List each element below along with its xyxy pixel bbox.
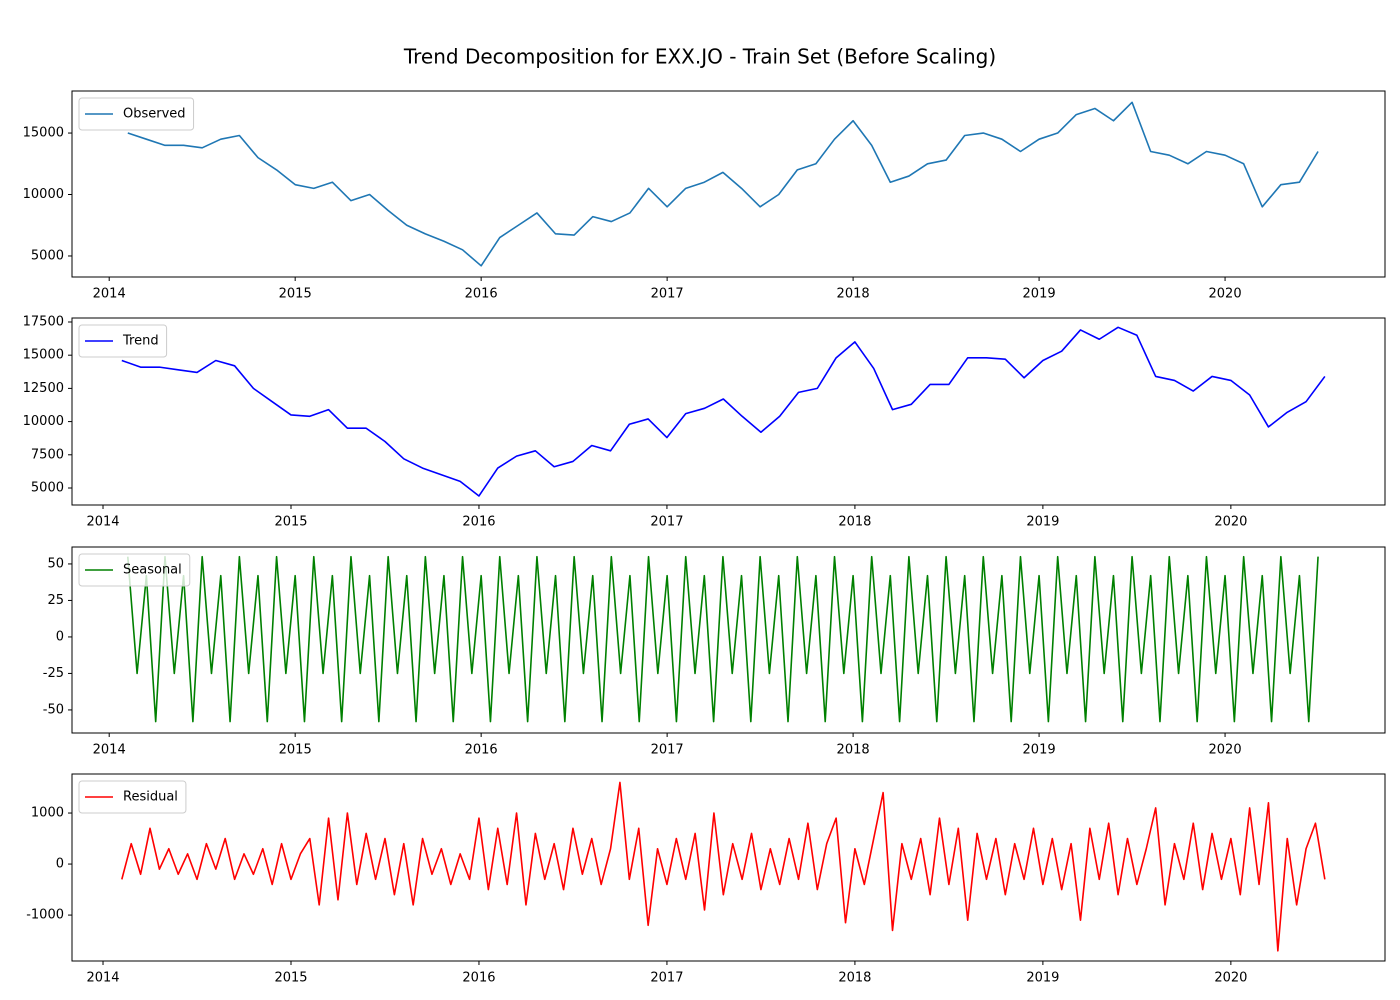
x-tick-label: 2014 [86,515,119,530]
y-tick-label: -1000 [26,908,64,923]
x-tick-label: 2018 [838,515,871,530]
legend-label: Residual [123,790,178,805]
legend: Trend [78,324,168,358]
y-tick-label: 10000 [23,187,64,202]
x-tick-label: 2015 [274,515,307,530]
x-tick-label: 2020 [1209,287,1242,302]
x-tick-label: 2016 [462,515,495,530]
y-tick-label: -50 [43,702,64,717]
y-tick-label: 12500 [23,381,64,396]
axes-frame [71,317,1386,506]
y-tick-label: 5000 [31,481,64,496]
axes-frame [71,90,1386,278]
x-tick-label: 2014 [86,971,119,986]
y-tick-label: 15000 [23,126,64,141]
series-line [121,781,1326,952]
y-tick-label: 0 [56,629,64,644]
x-tick-label: 2018 [838,971,871,986]
x-tick-label: 2014 [93,743,126,758]
y-tick-label: 50 [47,556,64,571]
x-tick-label: 2015 [274,971,307,986]
legend-label: Observed [123,107,186,122]
x-tick-label: 2019 [1026,515,1059,530]
legend-box [78,324,168,358]
legend-label: Seasonal [123,563,182,578]
x-tick-label: 2020 [1214,971,1247,986]
x-tick-label: 2019 [1026,971,1059,986]
subplot: -1000 0 1000 2014 2015 2016 2017 2018 2019 2020 Re… [26,773,1386,986]
subplot: 5000 7500 10000 12500 15000 17500 2014 2015 2016… [23,314,1386,530]
y-tick-label: 25 [47,593,64,608]
plot-area [126,555,1319,723]
y-tick-label: 17500 [23,314,64,329]
x-tick-label: 2017 [651,743,684,758]
plot-area [121,781,1326,952]
axes-frame [71,546,1386,734]
legend: Residual [78,780,187,814]
series-line [127,101,1319,267]
x-tick-label: 2014 [93,287,126,302]
x-tick-label: 2015 [279,287,312,302]
y-tick-label: 15000 [23,348,64,363]
figure-title: Trend Decomposition for EXX.JO - Train S… [403,45,996,69]
x-tick-label: 2017 [651,287,684,302]
legend-box [78,553,191,587]
series-line [126,555,1319,723]
x-tick-label: 2017 [650,515,683,530]
x-tick-label: 2016 [465,743,498,758]
y-tick-label: 1000 [31,806,64,821]
x-tick-label: 2020 [1214,515,1247,530]
x-tick-label: 2020 [1209,743,1242,758]
x-tick-label: 2017 [650,971,683,986]
x-tick-label: 2018 [837,287,870,302]
y-tick-label: 0 [56,857,64,872]
x-tick-label: 2018 [837,743,870,758]
x-tick-label: 2015 [279,743,312,758]
plot-area [121,326,1326,497]
axes-frame [71,773,1386,962]
subplot: 5000 10000 15000 2014 2015 2016 2017 2018 2019 20… [23,90,1386,302]
legend: Seasonal [78,553,191,587]
x-tick-label: 2019 [1023,743,1056,758]
legend: Observed [78,97,195,131]
x-tick-label: 2016 [462,971,495,986]
legend-box [78,780,187,814]
y-tick-label: 7500 [31,447,64,462]
plot-area [127,101,1319,267]
x-tick-label: 2016 [465,287,498,302]
y-tick-label: -25 [43,666,64,681]
y-tick-label: 5000 [31,248,64,263]
series-line [121,326,1326,497]
x-tick-label: 2019 [1023,287,1056,302]
legend-label: Trend [122,334,159,349]
subplot: -50 -25 0 25 50 2014 2015 2016 2017 2018 2019 2020 S… [43,546,1386,758]
y-tick-label: 10000 [23,414,64,429]
legend-box [78,97,195,131]
